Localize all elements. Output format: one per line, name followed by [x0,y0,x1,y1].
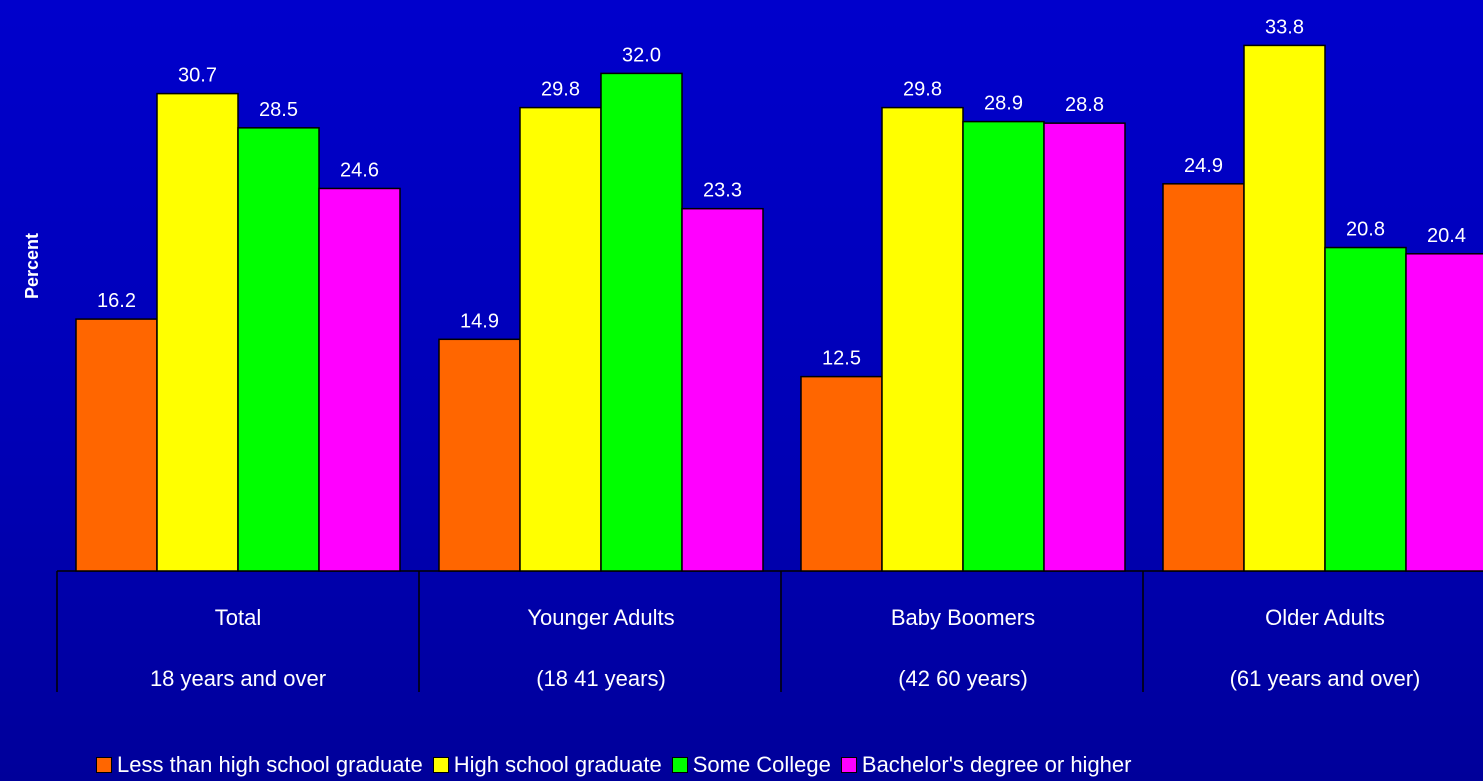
legend-swatch-some-college [671,757,688,773]
bar [881,106,964,572]
data-label: 30.7 [178,65,217,87]
data-label: 32.0 [622,44,661,66]
y-axis-label: Percent [22,233,42,299]
bar [600,72,683,572]
legend-label-hs-graduate: High school graduate [453,752,662,777]
bar [156,92,239,572]
data-label: 29.8 [903,79,942,101]
bar [237,127,320,572]
category-sublabel: (61 years and over) [1230,666,1421,691]
category-label: Older Adults [1265,605,1385,630]
legend-swatch-bachelors [840,757,857,773]
data-label: 14.9 [460,310,499,332]
bar [1243,44,1326,572]
legend-label-bachelors: Bachelor's degree or higher [861,752,1132,777]
category-sublabel: (18 41 years) [536,666,666,691]
data-label: 16.2 [97,290,136,312]
legend-label-some-college: Some College [692,752,831,777]
bar [962,120,1045,572]
legend-item-hs-graduate: High school graduate [432,752,662,778]
bars [75,44,1483,572]
legend-item-bachelors: Bachelor's degree or higher [840,752,1132,778]
data-label: 20.8 [1346,219,1385,241]
data-label: 24.6 [340,159,379,181]
category-label: Baby Boomers [891,605,1035,630]
category-sublabel: (42 60 years) [898,666,1028,691]
data-label: 33.8 [1265,16,1304,38]
bar [318,187,401,572]
category-label: Younger Adults [527,605,674,630]
data-label: 29.8 [541,79,580,101]
bar [1324,246,1407,572]
category-sublabel: 18 years and over [150,666,326,691]
bar [800,375,883,572]
bar [75,318,158,572]
bar [519,106,602,572]
data-label: 20.4 [1427,225,1466,247]
legend-item-less-than-hs: Less than high school graduate [96,752,423,778]
data-label: 24.9 [1184,155,1223,177]
bar [1162,183,1245,572]
legend-swatch-hs-graduate [432,757,449,773]
legend-swatch-less-than-hs [96,757,112,773]
category-label: Total [215,605,261,630]
bar [1405,253,1483,572]
data-label: 28.5 [259,99,298,121]
data-labels: 16.2 14.9 12.5 24.9 30.7 29.8 29.8 33.8 28.5 32.0… [97,16,1466,369]
bar [681,207,764,572]
legend-label-less-than-hs: Less than high school graduate [117,752,423,777]
data-label: 12.5 [822,348,861,370]
legend: Less than high school graduate High scho… [96,752,1141,778]
category-labels: Total 18 years and over Younger Adults (18 … [150,605,1420,691]
bar [1043,122,1126,572]
legend-item-some-college: Some College [671,752,831,778]
bar [438,338,521,572]
data-label: 28.9 [984,93,1023,115]
data-label: 28.8 [1065,94,1104,116]
data-label: 23.3 [703,180,742,202]
